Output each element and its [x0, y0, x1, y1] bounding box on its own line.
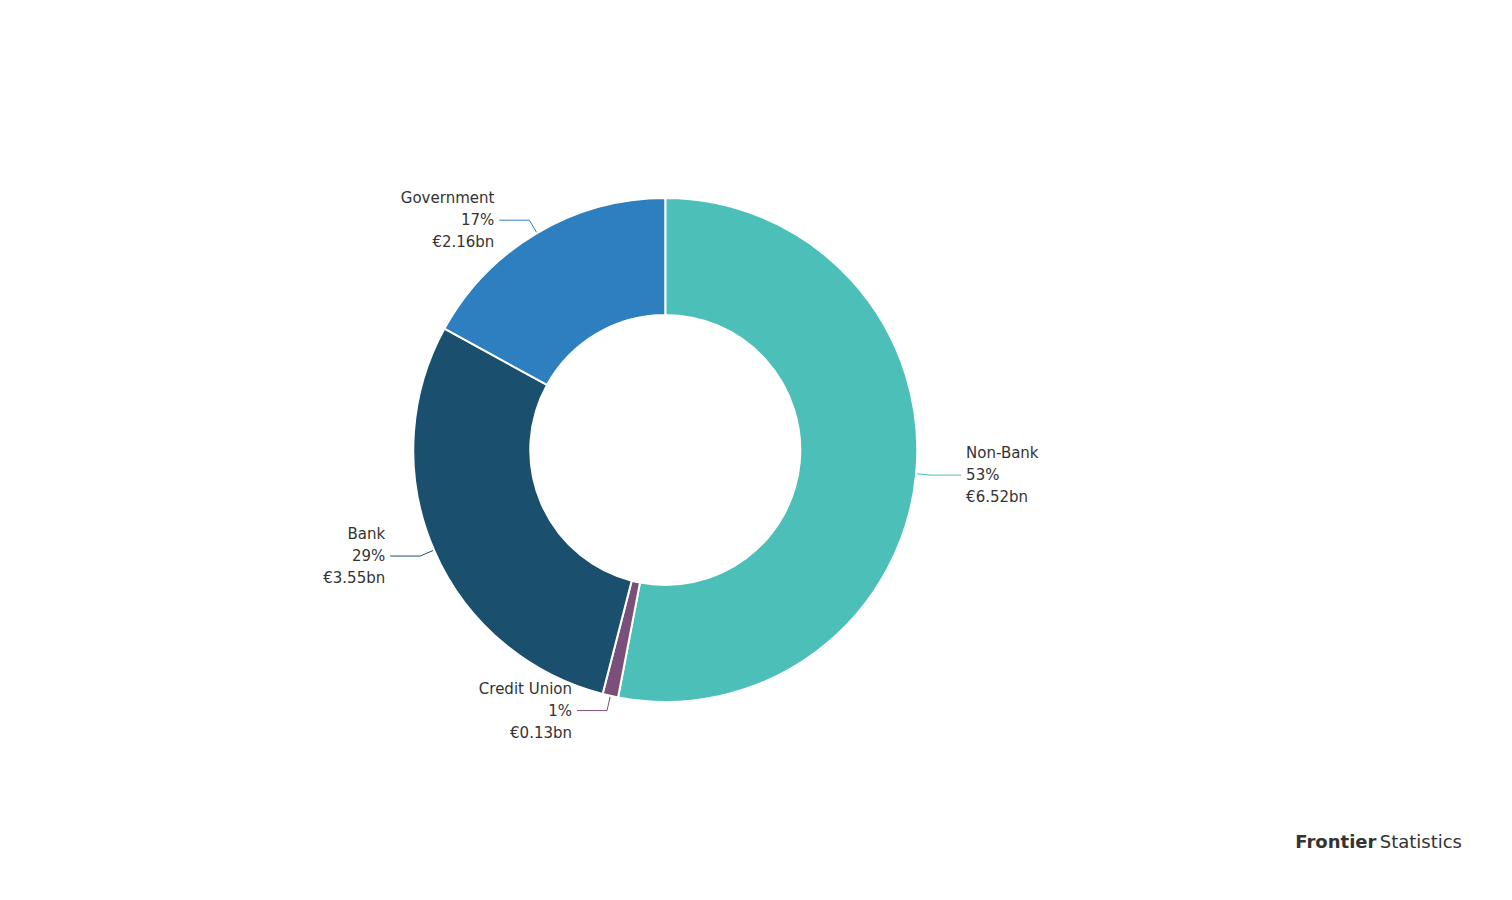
- svg-text:Frontier: Frontier: [1295, 831, 1376, 852]
- svg-text:Bank: Bank: [348, 525, 386, 543]
- svg-text:53%: 53%: [966, 466, 999, 484]
- svg-text:Statistics: Statistics: [1380, 831, 1462, 852]
- svg-text:Non-Bank: Non-Bank: [966, 444, 1039, 462]
- svg-text:Government: Government: [401, 189, 495, 207]
- svg-text:€2.16bn: €2.16bn: [432, 233, 494, 251]
- svg-text:€6.52bn: €6.52bn: [966, 488, 1028, 506]
- svg-text:17%: 17%: [461, 211, 494, 229]
- svg-text:29%: 29%: [352, 547, 385, 565]
- svg-text:Credit Union: Credit Union: [479, 680, 572, 698]
- svg-text:€3.55bn: €3.55bn: [323, 569, 385, 587]
- svg-text:1%: 1%: [548, 702, 572, 720]
- svg-text:€0.13bn: €0.13bn: [510, 724, 572, 742]
